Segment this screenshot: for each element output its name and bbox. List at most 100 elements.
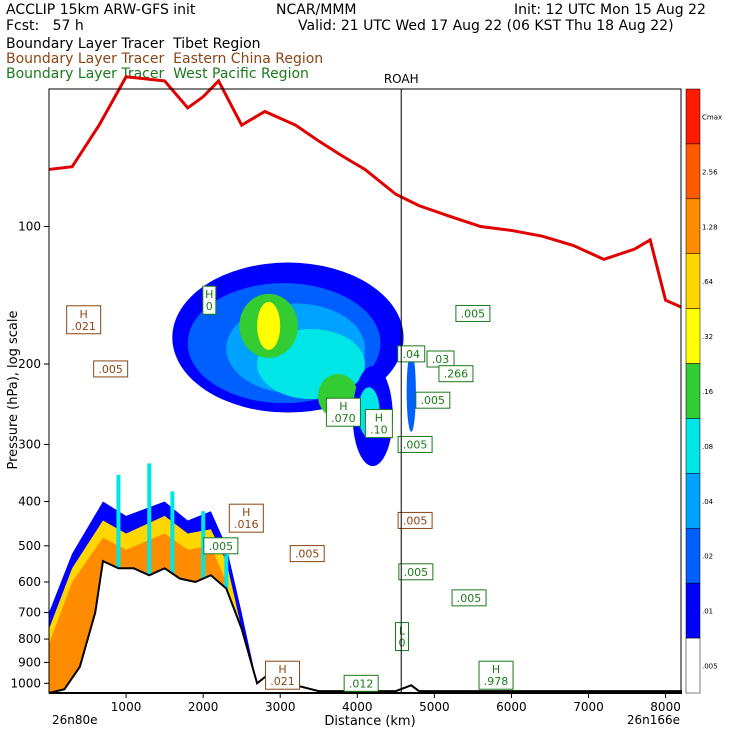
contour-label-text-2-1: 0 [206,300,213,313]
colorbar-label-1: 2.56 [702,168,718,176]
x-tick-label-6000: 6000 [496,700,527,714]
contour-label-box-20 [343,674,379,692]
contour-label-box-16 [451,589,487,607]
y-tick-label-900: 900 [18,655,41,669]
header-line1-center: NCAR/MMM [276,2,357,18]
colorbar-label-3: .64 [702,278,714,286]
tropopause-series-line [48,75,682,309]
colorbar-label-2: 1.28 [702,223,718,231]
contour-label-text-2-0: H [205,288,213,301]
tracer-blob-5 [257,301,281,350]
contour-label-text-5-0: H [242,506,250,519]
header-line1-right: Init: 12 UTC Mon 15 Aug 22 [514,2,706,18]
x-tick-label-3000: 3000 [265,700,296,714]
colorbar-label-7: .04 [702,498,714,506]
colorbar-label-10: .005 [702,663,718,671]
header-line1-left: ACCLIP 15km ARW-GFS init [6,2,196,18]
tibet-plume-spike-0 [116,475,121,613]
contour-label-text-0-0: H [80,308,88,321]
contour-label-text-13-0: .266 [444,368,469,381]
x-axis-label: Distance (km) [324,714,415,729]
colorbar-label-9: .01 [702,608,713,616]
contour-label-box-19 [265,660,301,690]
contour-label-box-1 [93,360,129,378]
contour-label-text-12-0: .03 [432,353,450,366]
y-tick-label-200: 200 [18,357,41,371]
y-tick-label-1000: 1000 [10,676,41,690]
tibet-plume-spike-1 [147,463,152,613]
contour-label-text-15-0: .005 [404,566,429,579]
colorbar-swatch-1 [685,143,701,200]
legend-tibet: Boundary Layer Tracer Tibet Region [6,36,261,52]
header-line2-left: Fcst: 57 h [6,18,84,34]
tracer-blob-9 [406,351,416,432]
colorbar-swatch-5 [685,363,701,419]
x-tick-label-1000: 1000 [111,700,142,714]
contour-label-text-11-0: .04 [402,348,420,361]
terrain [48,559,682,694]
contour-label-box-10 [455,304,491,322]
contour-label-text-6-0: .005 [209,540,234,553]
contour-label-text-19-1: .021 [270,675,295,688]
contour-label-box-14 [397,511,433,529]
contour-label-box-17 [394,622,409,652]
contour-label-text-1-0: .005 [98,363,123,376]
tibet-plume-spike-4 [224,537,229,613]
contour-label-box-3 [325,397,361,427]
contour-label-text-16-0: .005 [457,592,482,605]
contour-label-box-18 [478,660,514,690]
x-tick-label-7000: 7000 [573,700,604,714]
contour-label-text-3-0: H [339,400,347,413]
y-tick-label-400: 400 [18,495,41,509]
contour-label-box-7 [289,545,325,563]
colorbar-label-8: .02 [702,553,713,561]
x-tick-label-4000: 4000 [342,700,373,714]
y-tick-label-300: 300 [18,437,41,451]
right-endpoint: 26n166e [627,713,680,727]
y-tick-label-500: 500 [18,539,41,553]
contour-label-text-18-0: H [492,663,500,676]
colorbar-swatch-10 [685,637,701,694]
axis-ticks: 1000 2000 3000 4000 5000 6000 7000 800010020030… [10,220,680,714]
contour-label-text-10-0: .005 [461,307,486,320]
contour-label-box-13 [438,365,474,383]
contour-label-text-7-0: .005 [295,548,320,561]
colorbar-swatch-2 [685,198,701,254]
colorbar-swatch-3 [685,253,701,309]
y-tick-label-800: 800 [18,632,41,646]
x-tick-label-5000: 5000 [419,700,450,714]
contour-label-box-11 [397,345,426,363]
colorbar-label-6: .08 [702,443,713,451]
contour-label-text-9-0: .005 [421,394,446,407]
colorbar: Cmax 2.56 1.28 .64 .32 .16 .08 .04 .02 .01 .005 [685,88,722,694]
left-endpoint: 26n80e [52,713,98,727]
x-tick-label-8000: 8000 [650,700,681,714]
y-tick-label-100: 100 [18,220,41,234]
contour-label-box-4 [364,409,393,439]
legend-eastern-china: Boundary Layer Tracer Eastern China Regi… [6,51,324,67]
contour-label-text-20-0: .012 [349,677,374,690]
colorbar-swatch-0 [685,88,701,145]
header-line2-right: Valid: 21 UTC Wed 17 Aug 22 (06 KST Thu … [298,18,674,34]
contour-label-text-18-1: .978 [484,675,509,688]
y-tick-label-700: 700 [18,606,41,620]
contour-label-box-6 [203,537,239,555]
colorbar-label-4: .32 [702,333,713,341]
contour-label-box-5 [228,503,264,533]
tropopause-line [48,75,682,309]
colorbar-swatch-7 [685,473,701,529]
colorbar-swatch-9 [685,582,701,639]
contour-label-box-0 [66,305,102,335]
terrain-profile [48,559,682,694]
roah-label: ROAH [384,72,419,86]
contour-label-box-8 [397,435,433,453]
contour-label-text-5-1: .016 [234,518,259,531]
colorbar-label-5: .16 [702,388,714,396]
colorbar-swatch-8 [685,528,701,584]
colorbar-swatch-6 [685,418,701,474]
contour-label-text-4-1: .10 [370,424,388,437]
colorbar-label-0: Cmax [702,113,722,121]
plot-frame [48,88,682,694]
